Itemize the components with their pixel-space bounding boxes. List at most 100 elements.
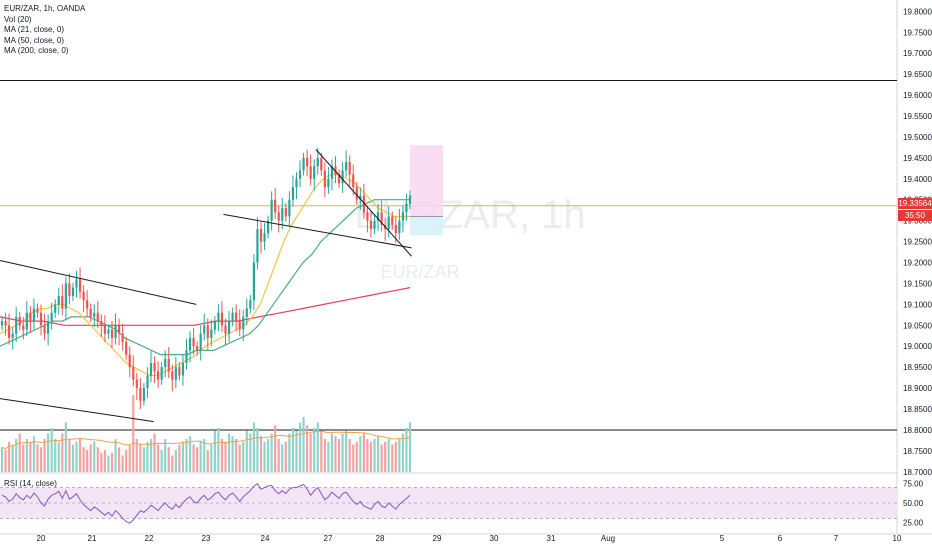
volume-bar: [32, 436, 36, 472]
candle-body: [291, 187, 295, 200]
ma200-line: [0, 287, 411, 326]
volume-bar: [142, 447, 146, 472]
candle-body: [103, 325, 106, 334]
candle-body: [252, 262, 255, 301]
candle-body: [249, 300, 252, 309]
y-tick-label: 18.85000: [903, 405, 932, 414]
volume-bar: [227, 433, 231, 472]
volume-bar: [391, 444, 394, 472]
volume-bar: [217, 428, 220, 472]
candle-body: [231, 312, 234, 322]
candle-body: [25, 312, 28, 330]
volume-bar: [323, 439, 326, 472]
candle-body: [78, 279, 82, 292]
volume-bar: [231, 436, 234, 472]
candle-body: [227, 321, 231, 334]
legend-ma50[interactable]: MA (50, close, 0): [4, 35, 65, 45]
x-tick-label: 31: [547, 534, 556, 543]
candle-body: [125, 342, 128, 355]
volume-bar: [181, 441, 185, 472]
candle-body: [242, 316, 245, 330]
volume-bar: [117, 447, 121, 472]
candle-body: [306, 157, 309, 167]
candle-body: [128, 354, 131, 368]
x-tick-label: 7: [834, 534, 839, 543]
candle-body: [238, 321, 241, 330]
y-tick-label: 18.90000: [903, 384, 932, 393]
y-tick-label: 19.65000: [903, 70, 932, 79]
candle-body: [135, 379, 138, 389]
volume-bar: [281, 444, 284, 472]
y-tick-label: 19.05000: [903, 321, 932, 330]
candle-body: [210, 329, 213, 338]
y-tick-label: 19.80000: [903, 7, 932, 16]
volume-bar: [203, 439, 206, 472]
volume-bar: [178, 444, 181, 472]
countdown-badge: 35:50: [898, 210, 932, 221]
candle-body: [47, 321, 50, 334]
candle-body: [181, 362, 185, 376]
candle-body: [355, 187, 358, 200]
candle-body: [86, 300, 89, 309]
candle-body: [302, 157, 305, 171]
volume-bar: [352, 444, 355, 472]
legend-ma200[interactable]: MA (200, close, 0): [4, 46, 69, 55]
volume-bar: [220, 439, 224, 472]
candle-body: [54, 304, 57, 313]
volume-bar: [7, 441, 11, 472]
volume-bar: [277, 439, 280, 472]
candle-body: [284, 208, 287, 217]
legend-ma21[interactable]: MA (21, close, 0): [4, 25, 65, 34]
candle-body: [142, 388, 146, 401]
trendline: [315, 149, 412, 257]
candle-body: [57, 296, 60, 305]
y-tick-label: 18.80000: [903, 426, 932, 435]
candle-body: [164, 358, 167, 368]
volume-bar: [185, 439, 188, 472]
volume-bar: [306, 425, 309, 472]
candle-body: [298, 170, 302, 179]
candle-body: [114, 325, 117, 338]
legend-symbol[interactable]: EUR/ZAR, 1h, OANDA: [4, 4, 86, 13]
x-tick-label: Aug: [601, 534, 615, 543]
volume-bar: [128, 444, 131, 472]
candle-body: [245, 308, 248, 317]
x-tick-label: 27: [324, 534, 333, 543]
candle-body: [11, 333, 14, 338]
x-tick-label: 22: [145, 534, 154, 543]
volume-bar: [22, 444, 25, 472]
volume-bar: [57, 441, 60, 472]
y-tick-label: 19.10000: [903, 300, 932, 309]
legend-vol[interactable]: Vol (20): [4, 14, 32, 24]
candle-body: [0, 321, 4, 326]
candle-body: [139, 388, 142, 401]
candle-body: [380, 212, 383, 225]
legend-rsi[interactable]: RSI (14, close): [4, 479, 57, 488]
volume-bar: [408, 422, 412, 472]
volume-bar: [259, 436, 263, 472]
chart-legend: EUR/ZAR, 1h, OANDA Vol (20) MA (21, clos…: [4, 4, 85, 57]
volume-bar: [373, 439, 376, 472]
candle-body: [259, 229, 263, 242]
volume-bar: [149, 439, 153, 472]
x-tick-label: 21: [88, 534, 97, 543]
volume-bar: [242, 441, 245, 472]
volume-bar: [39, 447, 43, 472]
candle-body: [373, 220, 376, 230]
candle-body: [345, 162, 348, 171]
candle-body: [369, 220, 373, 230]
volume-bar: [36, 444, 39, 472]
rsi-tick-label: 25.00: [903, 518, 924, 527]
candle-body: [288, 199, 291, 217]
candle-body: [281, 208, 284, 221]
candle-body: [327, 178, 330, 188]
volume-bar: [249, 433, 252, 472]
volume-bar: [210, 444, 213, 472]
volume-bar: [135, 439, 138, 472]
volume-bar: [64, 422, 67, 472]
candle-body: [348, 162, 351, 175]
candle-body: [405, 203, 408, 213]
volume-bar: [47, 433, 50, 472]
candle-body: [96, 312, 99, 322]
